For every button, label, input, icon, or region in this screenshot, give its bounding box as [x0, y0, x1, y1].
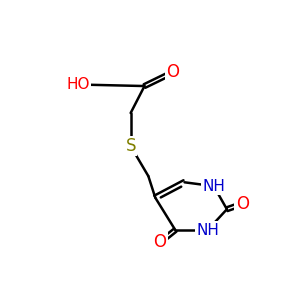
Text: O: O — [153, 233, 167, 251]
Text: HO: HO — [67, 77, 90, 92]
Text: NH: NH — [196, 223, 219, 238]
Text: O: O — [167, 63, 179, 81]
Text: S: S — [125, 137, 136, 155]
Text: NH: NH — [202, 178, 225, 194]
Text: O: O — [236, 195, 249, 213]
